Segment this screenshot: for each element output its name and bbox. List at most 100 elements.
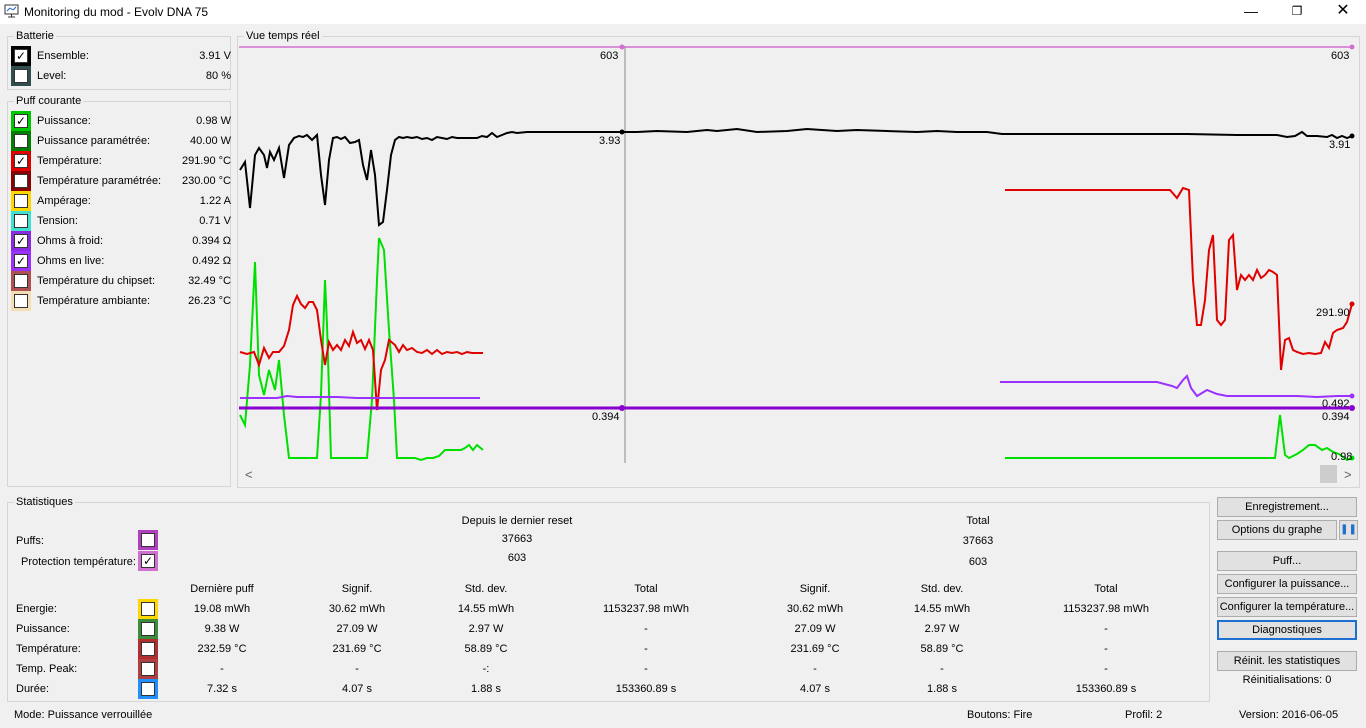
stat-cell: -: [482, 663, 490, 675]
puff-2-row: ✓ Température: 291.90 °C [11, 151, 231, 171]
configurer-puissance-button[interactable]: Configurer la puissance... [1217, 574, 1357, 594]
stat-row-checkbox[interactable] [138, 599, 158, 619]
maximize-button[interactable]: ❐ [1291, 4, 1303, 18]
puff-2-value: 291.90 °C [181, 155, 231, 167]
puff-2-checkbox[interactable]: ✓ [11, 151, 31, 171]
label-temp-right: 291.90 [1316, 307, 1350, 319]
puff-3-row: Température paramétrée: 230.00 °C [11, 171, 231, 191]
batterie-1-label: Level: [37, 70, 67, 82]
stat-row-checkbox[interactable] [138, 659, 158, 679]
puff-1-checkbox[interactable] [11, 131, 31, 151]
puff-4-value: 1.22 A [199, 195, 231, 207]
stat-cell: - [644, 663, 648, 675]
puff-4-label: Ampérage: [37, 195, 91, 207]
stat-row-label: Temp. Peak: [16, 663, 78, 675]
puff-3-checkbox[interactable] [11, 171, 31, 191]
stat-col-header: Total [634, 583, 658, 595]
puff-2-label: Température: [37, 155, 102, 167]
puff-6-label: Ohms à froid: [37, 235, 104, 247]
statistiques-group: Statistiques [7, 496, 1210, 702]
puffs-total-value: 37663 [962, 535, 994, 547]
stat-col-header: Signif. [799, 583, 831, 595]
stat-cell: 9.38 W [204, 623, 240, 635]
puff-4-checkbox[interactable] [11, 191, 31, 211]
puff-9-label: Température ambiante: [37, 295, 151, 307]
puff-7-label: Ohms en live: [37, 255, 105, 267]
puffs-label: Puffs: [16, 535, 44, 547]
configurer-temperature-button[interactable]: Configurer la température... [1217, 597, 1357, 617]
options-graphe-button[interactable]: Options du graphe [1217, 520, 1337, 540]
protection-temp-checkbox[interactable]: ✓ [138, 551, 158, 571]
stat-cell: 1153237.98 mWh [1062, 603, 1150, 615]
stat-cell: 14.55 mWh [457, 603, 515, 615]
label-top-mid: 603 [600, 50, 618, 62]
stat-row-checkbox[interactable] [138, 679, 158, 699]
batterie-1-checkbox[interactable] [11, 66, 31, 86]
series-temperature [239, 293, 483, 411]
diagnostiques-button[interactable]: Diagnostiques [1217, 620, 1357, 640]
puff-5-label: Tension: [37, 215, 78, 227]
batterie-title: Batterie [16, 30, 54, 42]
stat-cell: - [644, 623, 648, 635]
stat-cell: 1.88 s [927, 683, 957, 695]
label-batt-mid: 3.93 [599, 135, 620, 147]
stat-cell: 2.97 W [468, 623, 504, 635]
stat-col-header: Total [1094, 583, 1118, 595]
stat-cell: 153360.89 s [615, 683, 677, 695]
stat-row-checkbox[interactable] [138, 639, 158, 659]
stat-cell: 27.09 W [336, 623, 378, 635]
batterie-1-row: Level: 80 % [11, 66, 231, 86]
puff-8-checkbox[interactable] [11, 271, 31, 291]
realtime-graph[interactable]: 603 603 3.93 3.91 0.98 291.90 0.492 0.39… [237, 40, 1360, 488]
stat-cell: 30.62 mWh [328, 603, 386, 615]
puff-5-checkbox[interactable] [11, 211, 31, 231]
batterie-0-label: Ensemble: [37, 50, 89, 62]
stat-cell: - [813, 663, 817, 675]
puff-9-checkbox[interactable] [11, 291, 31, 311]
stat-row-checkbox[interactable] [138, 619, 158, 639]
puff-8-row: Température du chipset: 32.49 °C [11, 271, 231, 291]
status-profil: Profil: 2 [1125, 709, 1163, 721]
window-title: Monitoring du mod - Evolv DNA 75 [24, 5, 209, 19]
puff-courante-group: Puff courante [7, 95, 231, 487]
series-puissance [239, 237, 484, 462]
puff-1-value: 40.00 W [190, 135, 231, 147]
stat-cell: - [1104, 663, 1108, 675]
batterie-group: Batterie [7, 30, 231, 90]
minimize-button[interactable]: — [1244, 3, 1258, 19]
series-batterie [239, 127, 1353, 227]
stat-cell: 1153237.98 mWh [602, 603, 690, 615]
stat-cell: - [355, 663, 359, 675]
enregistrement-button[interactable]: Enregistrement... [1217, 497, 1357, 517]
puff-0-row: ✓ Puissance: 0.98 W [11, 111, 231, 131]
graph-title: Vue temps réel [246, 30, 320, 42]
puff-button[interactable]: Puff... [1217, 551, 1357, 571]
puff-7-checkbox[interactable]: ✓ [11, 251, 31, 271]
stat-cell: 1.88 s [471, 683, 501, 695]
puffs-reset-value: 37663 [501, 533, 533, 545]
reinit-stats-button[interactable]: Réinit. les statistiques [1217, 651, 1357, 671]
batterie-0-checkbox[interactable]: ✓ [11, 46, 31, 66]
stat-col-header: Dernière puff [190, 583, 254, 595]
puff-0-checkbox[interactable]: ✓ [11, 111, 31, 131]
stat-cell: 153360.89 s [1075, 683, 1137, 695]
close-button[interactable]: ✕ [1336, 2, 1350, 19]
stat-cell: 231.69 °C [332, 643, 382, 655]
batterie-0-row: ✓ Ensemble: 3.91 V [11, 46, 231, 66]
stat-row-label: Température: [16, 643, 81, 655]
stat-col-header: Signif. [341, 583, 373, 595]
label-batt-right: 3.91 [1329, 139, 1350, 151]
stat-cell: - [220, 663, 224, 675]
puff-6-row: ✓ Ohms à froid: 0.394 Ω [11, 231, 231, 251]
puff-4-row: Ampérage: 1.22 A [11, 191, 231, 211]
puff-0-label: Puissance: [37, 115, 91, 127]
header-depuis-reset: Depuis le dernier reset [461, 515, 573, 527]
puff-0-value: 0.98 W [196, 115, 231, 127]
puffs-checkbox[interactable] [138, 530, 158, 550]
pause-button[interactable]: ❚❚ [1339, 520, 1358, 540]
puff-6-checkbox[interactable]: ✓ [11, 231, 31, 251]
graph-group: Vue temps réel [237, 30, 1360, 488]
puff-6-value: 0.394 Ω [192, 235, 231, 247]
puff-8-value: 32.49 °C [188, 275, 231, 287]
puff-9-row: Température ambiante: 26.23 °C [11, 291, 231, 311]
